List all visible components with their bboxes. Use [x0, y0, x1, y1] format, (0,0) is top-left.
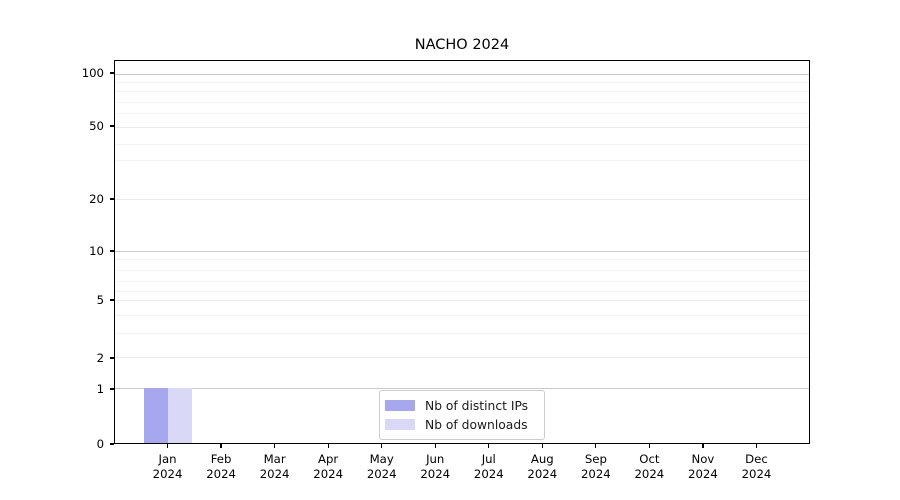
y-tick-label: 50: [89, 119, 104, 133]
x-tick-label-jul: Jul 2024: [474, 452, 504, 482]
minor-gridline: [115, 113, 809, 115]
x-tick-year: 2024: [420, 467, 451, 481]
minor-gridline: [115, 81, 809, 83]
y-tick-label: 2: [96, 350, 104, 365]
x-tick-label-nov: Nov 2024: [688, 452, 718, 482]
x-tick-mark: [381, 444, 383, 448]
x-tick-month: Nov: [691, 452, 715, 466]
x-tick-year: 2024: [473, 467, 504, 481]
x-tick-mark: [648, 444, 651, 448]
gridline-y-5: [115, 299, 809, 301]
gridline-y-20: [115, 199, 809, 201]
plot-area: Nb of distinct IPs Nb of downloads: [114, 60, 810, 444]
x-tick-month: Sep: [584, 452, 607, 466]
y-axis: 100 50 20 10 5 2 1 0: [0, 60, 114, 451]
minor-gridline: [115, 314, 809, 316]
x-tick-label-feb: Feb 2024: [206, 452, 236, 482]
x-tick-year: 2024: [580, 467, 611, 481]
x-tick-label-oct: Oct 2024: [635, 452, 665, 482]
minor-gridline: [115, 269, 809, 271]
y-tick-label: 20: [89, 192, 104, 206]
x-tick-mark: [434, 444, 436, 448]
x-axis: Jan 2024 Feb 2024 Mar 2024 Apr 2024 May 2024 Jun 20…: [114, 444, 810, 500]
x-tick-mark: [166, 444, 169, 448]
minor-gridline: [115, 143, 809, 145]
y-tick-mark: [110, 250, 114, 252]
gridline-y-1: [115, 388, 809, 390]
y-tick-mark: [110, 357, 114, 359]
legend-item: Nb of downloads: [385, 418, 536, 432]
x-tick-mark: [755, 444, 758, 448]
x-tick-year: 2024: [634, 467, 665, 481]
x-tick-month: Jul: [481, 452, 496, 466]
x-tick-month: Feb: [210, 452, 232, 466]
x-tick-month: May: [369, 452, 394, 466]
x-tick-label-mar: Mar 2024: [260, 452, 290, 482]
y-tick-mark: [110, 443, 114, 445]
legend-label: Nb of downloads: [425, 417, 528, 432]
x-tick-label-may: May 2024: [367, 452, 397, 482]
x-tick-year: 2024: [259, 467, 290, 481]
x-tick-label-jan: Jan 2024: [153, 452, 183, 482]
x-tick-year: 2024: [366, 467, 397, 481]
x-tick-month: Aug: [530, 452, 554, 466]
minor-gridline: [115, 332, 809, 334]
y-tick-label: 100: [81, 66, 104, 81]
x-tick-month: Mar: [263, 452, 286, 466]
minor-gridline: [115, 290, 809, 292]
x-tick-mark: [541, 444, 543, 448]
legend-label: Nb of distinct IPs: [425, 398, 529, 413]
chart-title: NACHO 2024: [414, 37, 510, 53]
x-tick-label-apr: Apr 2024: [313, 452, 343, 482]
bar-distinct-ips: [144, 388, 169, 443]
y-tick-mark: [110, 388, 114, 390]
x-tick-label-sep: Sep 2024: [581, 452, 611, 482]
x-tick-label-jun: Jun 2024: [420, 452, 450, 482]
y-tick-label: 1: [96, 382, 104, 396]
legend-swatch: [385, 419, 415, 430]
legend-item: Nb of distinct IPs: [385, 399, 536, 413]
y-tick-mark: [110, 72, 114, 74]
x-tick-year: 2024: [206, 467, 236, 481]
y-tick-mark: [110, 299, 114, 301]
x-tick-mark: [273, 444, 276, 448]
gridline-y-100: [115, 73, 809, 75]
x-tick-label-dec: Dec 2024: [742, 452, 772, 482]
minor-gridline: [115, 258, 809, 260]
y-tick-label: 10: [89, 244, 104, 258]
x-tick-mark: [702, 444, 704, 448]
x-tick-mark: [327, 444, 329, 448]
y-tick-label: 5: [96, 293, 104, 307]
minor-gridline: [115, 101, 809, 103]
x-tick-month: Dec: [745, 452, 768, 466]
y-tick-mark: [110, 125, 114, 127]
gridline-y-50: [115, 126, 809, 128]
x-tick-year: 2024: [741, 467, 772, 481]
x-tick-month: Jan: [158, 452, 177, 466]
x-tick-month: Jun: [426, 452, 445, 466]
bar-downloads: [168, 388, 193, 443]
y-tick-mark: [110, 198, 114, 200]
gridline-y-10: [115, 251, 809, 252]
minor-gridline: [115, 90, 809, 92]
minor-gridline: [115, 160, 809, 162]
x-tick-year: 2024: [688, 467, 718, 481]
x-tick-month: Oct: [639, 452, 660, 466]
x-tick-month: Apr: [318, 452, 339, 466]
x-tick-mark: [488, 444, 490, 448]
minor-gridline: [115, 280, 809, 282]
legend-swatch: [385, 400, 415, 411]
gridline-y-2: [115, 357, 809, 359]
x-tick-year: 2024: [152, 467, 183, 481]
x-tick-year: 2024: [527, 467, 558, 481]
legend: Nb of distinct IPs Nb of downloads: [379, 390, 545, 440]
x-tick-label-aug: Aug 2024: [527, 452, 557, 482]
x-tick-mark: [220, 444, 222, 448]
x-tick-year: 2024: [313, 467, 344, 481]
x-tick-mark: [595, 444, 597, 448]
y-tick-label: 0: [96, 437, 104, 451]
